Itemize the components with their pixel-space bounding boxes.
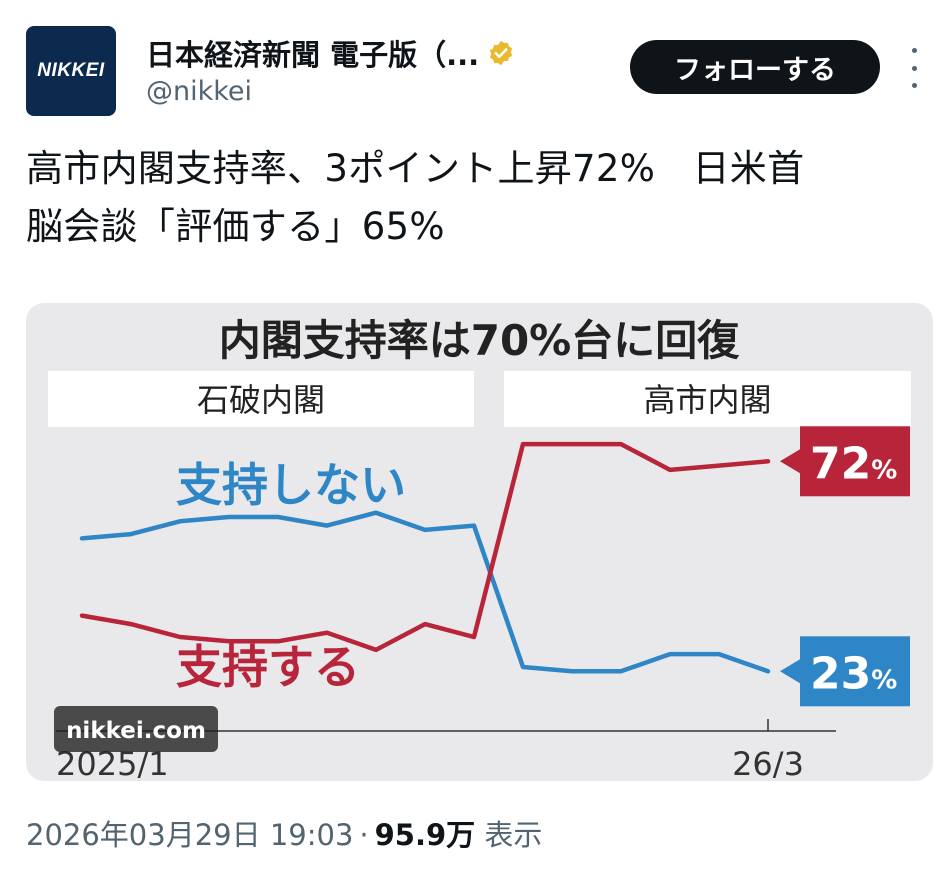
x-tick-label: 26/3 [732,745,804,781]
end-label-unit: % [871,455,897,485]
end-label-box [800,636,910,707]
period-label: 高市内閣 [643,381,771,419]
end-label-pointer [780,659,800,684]
tweet-text-line: 高市内閣支持率、3ポイント上昇72% 日米首 [26,147,805,190]
watermark-box [54,706,218,752]
follow-button[interactable]: フォローする [630,40,880,94]
end-label-box [800,426,910,497]
verified-badge-icon [490,40,513,66]
period-band [48,371,474,427]
period-band [504,371,911,427]
name-row: 日本経済新聞 電子版（... [146,32,515,74]
chart-title: 内閣支持率は70%台に回復 [219,316,741,365]
display-name[interactable]: 日本経済新聞 電子版（... [146,38,480,72]
tweet-text-line: 脳会談「評価する」65% [26,205,445,248]
series-name-label: 支持する [176,640,360,694]
tweet-media-image[interactable]: 内閣支持率は70%台に回復 石破内閣 高市内閣 23% 支持しない 72% 支持する 2025… [26,303,933,781]
end-label-pointer [780,449,800,474]
timestamp[interactable]: 2026年03月29日 19:03 [26,818,354,852]
handle[interactable]: @nikkei [146,76,253,107]
more-options-icon[interactable] [906,48,922,88]
period-label: 石破内閣 [197,381,325,419]
series-name-label: 支持しない [176,458,406,512]
end-label-unit: % [871,665,897,695]
tweet-meta: 2026年03月29日 19:03 · 95.9万 表示 [26,812,542,854]
tweet-header: NIKKEI 日本経済新聞 電子版（... @nikkei フォローする [26,26,917,118]
avatar[interactable]: NIKKEI [26,26,116,116]
views-count: 95.9万 [374,818,476,852]
tweet-text: 高市内閣支持率、3ポイント上昇72% 日米首 脳会談「評価する」65% [26,140,921,256]
avatar-logo-text: NIKKEI [37,60,105,81]
watermark-text: nikkei.com [66,718,206,744]
meta-separator: · [359,818,369,852]
views-label: 表示 [484,818,543,852]
